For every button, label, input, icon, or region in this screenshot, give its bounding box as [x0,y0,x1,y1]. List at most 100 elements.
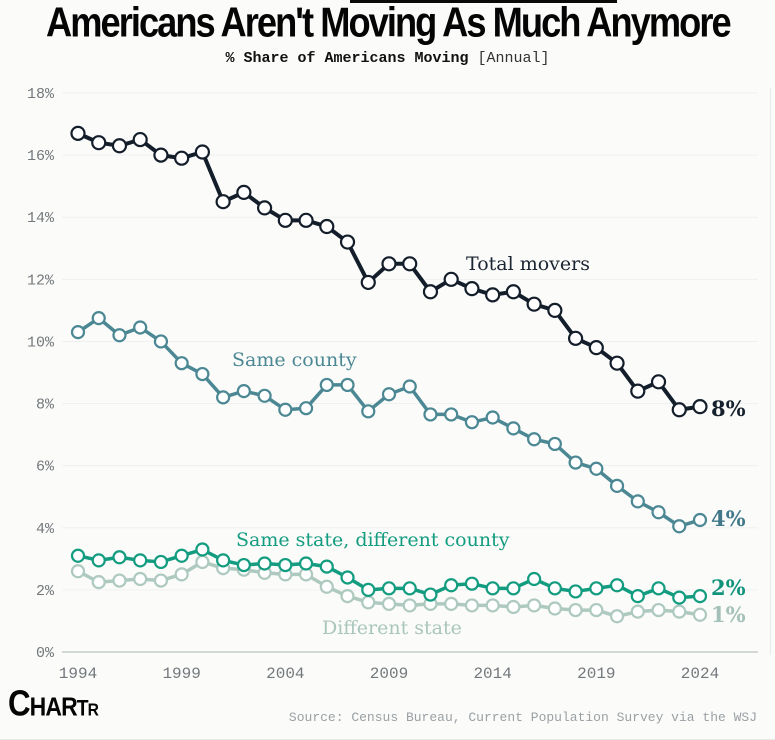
data-point-same-state-different-county [402,581,417,596]
data-point-same-state-different-county [609,578,625,593]
data-point-different-state [402,598,417,613]
data-point-total-movers [609,355,625,371]
data-point-same-county [381,387,397,402]
x-axis-tick-label: 1994 [59,665,97,683]
chartr-logo: CHARTR [8,684,99,725]
data-point-total-movers [153,147,169,163]
data-point-same-county [692,512,708,528]
data-point-different-state [195,554,210,570]
data-point-different-state [70,564,86,579]
data-point-different-state [174,567,189,582]
data-point-total-movers [91,135,107,151]
data-point-same-county [672,519,687,534]
data-point-total-movers [132,131,148,148]
data-point-total-movers [277,212,293,228]
data-point-same-state-different-county [568,584,583,599]
data-point-same-county [278,402,293,417]
y-axis-tick-label: 0% [36,645,55,662]
data-point-different-state [319,579,334,594]
data-point-different-state [485,598,500,613]
logo-letter: C [8,684,31,725]
data-point-same-county [630,494,645,509]
x-axis-tick-label: 2019 [577,665,615,683]
data-point-same-county [651,505,666,520]
x-axis-tick-label: 1999 [162,665,200,683]
data-point-same-state-different-county [589,581,604,596]
y-axis-tick-label: 12% [27,272,55,289]
logo-letter: R [87,699,99,720]
end-value-label-same-county: 4% [711,506,746,531]
data-point-same-county [423,407,438,422]
data-point-same-state-different-county [216,553,231,568]
data-point-same-county [506,421,521,436]
data-point-same-county [568,455,583,470]
x-axis-tick-label: 2004 [266,665,304,683]
data-point-same-county [216,390,231,405]
series-line-total-movers [77,131,701,412]
data-point-same-state-different-county [70,548,86,563]
data-point-total-movers [236,184,252,200]
top-border-strip [350,0,617,3]
data-point-total-movers [70,125,86,141]
data-point-same-county [153,334,169,349]
page-title: Americans Aren't Moving As Much Anymore [45,0,732,46]
data-point-same-county [236,384,251,399]
data-point-same-county [589,461,604,476]
data-point-same-state-different-county [174,548,189,563]
data-point-same-state-different-county [278,557,293,573]
data-point-total-movers [215,194,231,210]
data-point-different-state [568,602,583,618]
data-point-same-county [298,401,314,416]
data-point-same-state-different-county [651,581,666,596]
end-value-label-same-state: 2% [711,575,746,600]
data-point-same-county [485,410,500,425]
data-point-different-state [361,595,376,610]
y-axis-tick-label: 10% [27,334,55,351]
y-axis-tick-label: 8% [36,397,55,414]
subtitle-annual-tag: [Annual] [477,50,550,67]
data-point-same-state-different-county [91,553,106,568]
data-point-total-movers [174,150,190,166]
data-point-total-movers [630,383,646,399]
data-point-same-county [361,404,376,419]
data-point-same-county [91,311,106,326]
chart-subtitle: % Share of Americans Moving [Annual] [0,50,775,67]
data-point-same-state-different-county [692,588,708,604]
data-point-total-movers [319,218,335,235]
data-point-total-movers [692,399,708,415]
header: Americans Aren't Moving As Much Anymore [0,0,775,46]
data-point-different-state [381,596,397,611]
series-line-same-county [77,316,701,528]
data-point-same-county [464,415,480,430]
data-point-total-movers [485,287,501,303]
data-point-different-state [464,598,480,613]
data-point-same-county [402,379,417,394]
data-point-different-state [527,598,542,613]
data-point-total-movers [298,212,314,228]
data-point-total-movers [671,402,687,418]
data-point-total-movers [111,138,128,154]
end-value-label-different-state: 1% [711,602,746,627]
data-point-same-state-different-county [153,554,169,570]
data-point-different-state [506,599,521,615]
data-point-same-state-different-county [672,590,687,605]
y-axis-tick-label: 16% [27,148,55,165]
data-point-same-county [319,377,334,393]
data-point-total-movers [360,274,376,291]
data-point-same-state-different-county [485,581,500,596]
data-point-total-movers [464,281,480,297]
data-point-total-movers [505,284,521,300]
data-point-same-state-different-county [195,542,210,557]
data-point-total-movers [567,330,584,346]
logo-letter: A [45,692,62,722]
data-point-same-state-different-county [464,576,480,591]
data-point-total-movers [526,296,542,312]
y-axis-tick-label: 14% [27,210,55,227]
data-point-same-county [340,377,355,393]
data-point-same-county [609,478,625,493]
data-point-total-movers [402,256,418,272]
data-point-different-state [91,575,106,590]
data-point-different-state [589,602,604,618]
logo-letter: H [29,692,47,722]
